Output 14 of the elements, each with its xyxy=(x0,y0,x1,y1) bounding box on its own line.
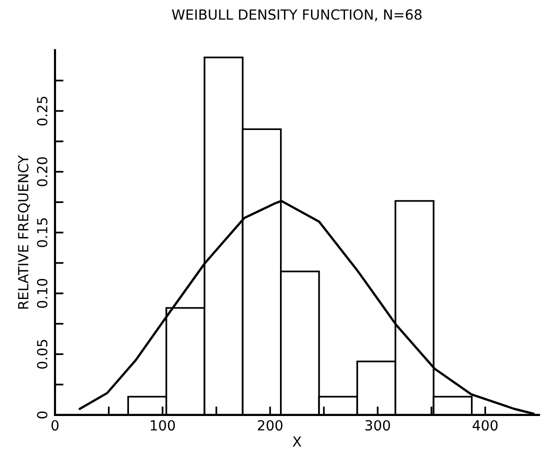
y-axis-title: RELATIVE FREQUENCY xyxy=(18,155,30,309)
y-tick-label: 0.15 xyxy=(36,218,48,248)
y-tick-label: 0 xyxy=(36,411,48,418)
y-tick-label: 0.20 xyxy=(36,157,48,186)
y-tick-label: 0.05 xyxy=(36,340,48,369)
chart-title: WEIBULL DENSITY FUNCTION, N=68 xyxy=(172,9,422,22)
x-axis-title: X xyxy=(292,436,302,447)
y-tick-label: 0.10 xyxy=(36,278,48,308)
x-tick-label: 400 xyxy=(472,420,498,431)
x-tick-label: 0 xyxy=(51,420,58,431)
x-tick-label: 300 xyxy=(365,420,390,431)
x-tick-label: 100 xyxy=(150,420,175,431)
y-tick-label: 0.25 xyxy=(36,96,48,126)
x-tick-label: 200 xyxy=(258,420,282,431)
